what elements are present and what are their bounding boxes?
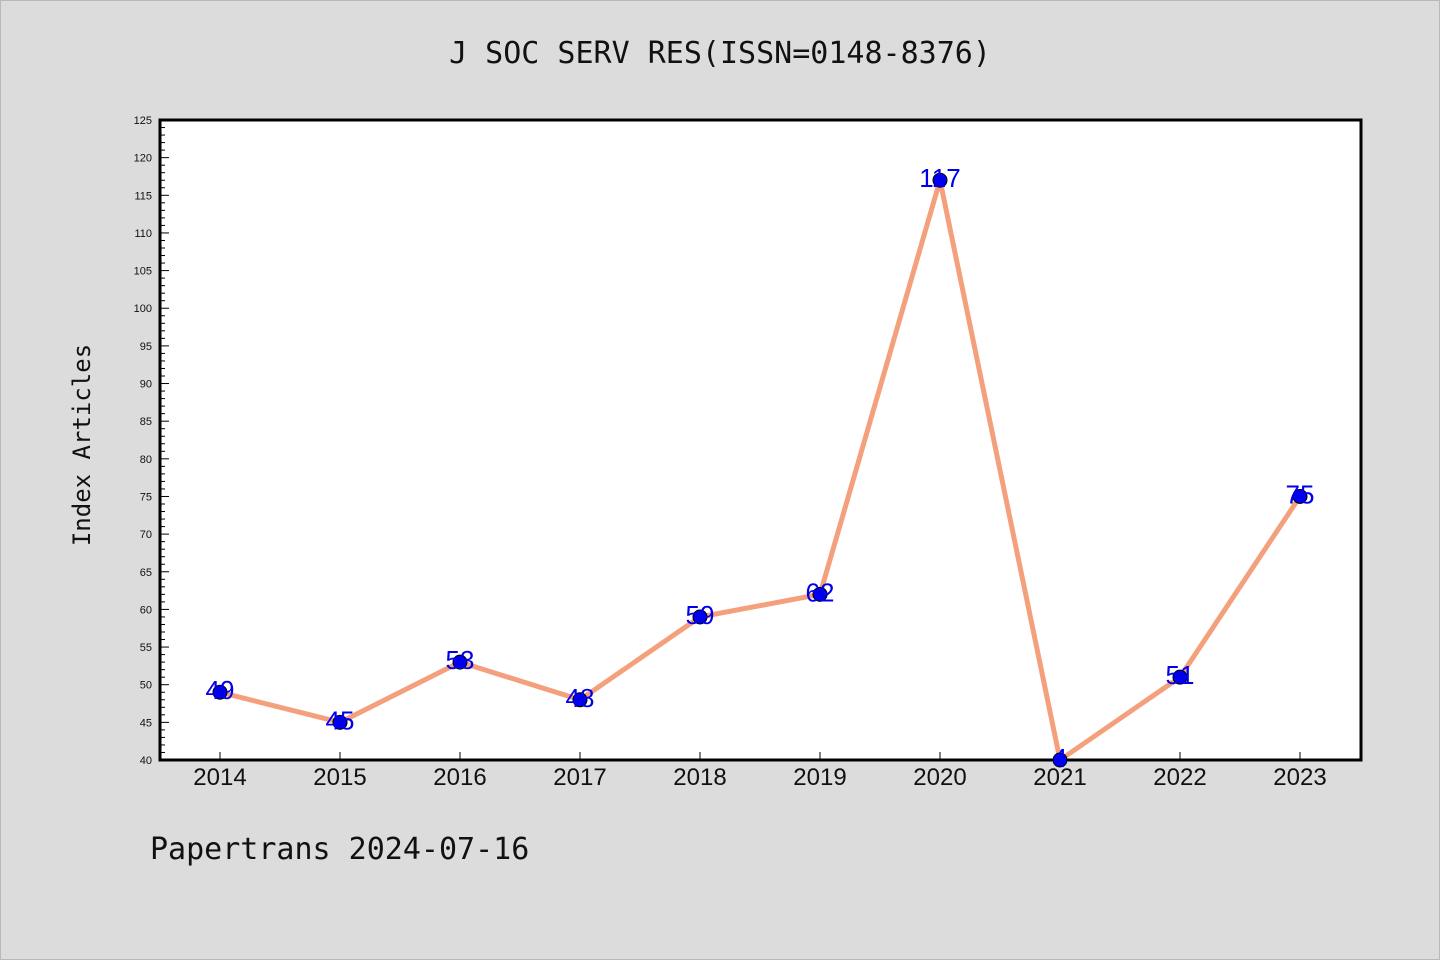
data-label: 75 (1286, 479, 1315, 509)
data-point (332, 714, 348, 730)
data-point (1052, 752, 1068, 768)
x-tick-label: 2021 (1033, 764, 1086, 791)
y-tick-label: 75 (140, 491, 152, 503)
data-label: 53 (446, 645, 475, 675)
y-tick-label: 45 (140, 717, 152, 729)
plot-area (158, 118, 1363, 762)
series-line-group (217, 177, 1303, 763)
chart-title: J SOC SERV RES(ISSN=0148-8376) (449, 36, 991, 71)
data-point (1292, 488, 1308, 504)
y-tick-label: 90 (140, 379, 152, 391)
x-tick-label: 2016 (433, 764, 486, 791)
data-label: 48 (566, 683, 595, 713)
data-point (1172, 669, 1188, 685)
data-point (692, 609, 708, 625)
y-tick-label: 115 (134, 190, 152, 202)
data-label: 45 (326, 705, 355, 735)
y-tick-label: 125 (134, 115, 152, 127)
y-tick-label: 110 (134, 228, 152, 240)
data-points (212, 172, 1308, 768)
data-label: 4 (1053, 743, 1067, 773)
y-tick-label: 120 (134, 153, 152, 165)
footer-note: Papertrans 2024-07-16 (150, 832, 530, 867)
y-tick-label: 55 (140, 642, 152, 654)
x-tick-label: 2023 (1273, 764, 1326, 791)
data-point (932, 172, 948, 188)
y-tick-label: 80 (140, 454, 152, 466)
y-tick-label: 65 (140, 567, 152, 579)
series-line (217, 177, 1303, 763)
x-axis: 2014 2015 2016 2017 2018 2019 2020 2021 2022 2023 (193, 752, 1327, 791)
y-axis: 40 45 50 55 60 65 70 75 80 85 90 95 100 105 110 115 120 1… (134, 115, 169, 767)
x-tick-label: 2022 (1153, 764, 1206, 791)
x-tick-label: 2020 (913, 764, 966, 791)
data-label: 62 (806, 577, 835, 607)
data-label: 49 (206, 675, 235, 705)
x-tick-label: 2015 (313, 764, 366, 791)
y-tick-label: 95 (140, 341, 152, 353)
x-tick-label: 2017 (553, 764, 606, 791)
y-tick-label: 40 (140, 755, 152, 767)
y-tick-label: 50 (140, 680, 152, 692)
y-tick-label: 70 (140, 529, 152, 541)
data-labels: 49 45 53 48 59 62 117 4 51 75 (206, 163, 1315, 773)
data-point (572, 692, 588, 708)
y-tick-label: 85 (140, 416, 152, 428)
y-tick-label: 100 (134, 303, 152, 315)
data-label: 51 (1166, 660, 1195, 690)
data-label: 117 (919, 163, 960, 193)
y-axis-label: Index Articles (68, 344, 96, 546)
data-point (212, 684, 228, 700)
data-point (812, 586, 828, 602)
y-tick-label: 60 (140, 604, 152, 616)
x-tick-label: 2018 (673, 764, 726, 791)
x-tick-label: 2014 (193, 764, 246, 791)
y-tick-label: 105 (134, 266, 152, 278)
x-tick-label: 2019 (793, 764, 846, 791)
data-label: 59 (686, 600, 715, 630)
data-point (452, 654, 468, 670)
